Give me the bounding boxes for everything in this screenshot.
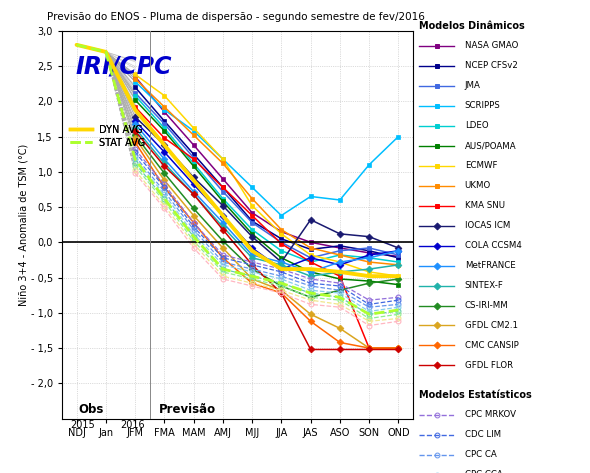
Text: JMA: JMA bbox=[465, 81, 481, 90]
Text: LDEO: LDEO bbox=[465, 121, 489, 130]
Text: Modelos Dinâmicos: Modelos Dinâmicos bbox=[419, 21, 525, 31]
Text: Previsão: Previsão bbox=[159, 403, 217, 416]
Text: Previsão do ENOS - Pluma de dispersão - segundo semestre de fev/2016: Previsão do ENOS - Pluma de dispersão - … bbox=[47, 12, 425, 22]
Text: COLA CCSM4: COLA CCSM4 bbox=[465, 241, 522, 250]
Text: AUS/POAMA: AUS/POAMA bbox=[465, 141, 516, 150]
Text: NASA GMAO: NASA GMAO bbox=[465, 41, 518, 50]
Text: CPC CA: CPC CA bbox=[465, 450, 496, 459]
Text: 2015: 2015 bbox=[71, 420, 96, 430]
Text: IRI/CPC: IRI/CPC bbox=[76, 54, 172, 79]
Text: ECMWF: ECMWF bbox=[465, 161, 497, 170]
Text: CMC CANSIP: CMC CANSIP bbox=[465, 341, 519, 350]
Text: Modelos Estatísticos: Modelos Estatísticos bbox=[419, 390, 532, 400]
Text: IOCAS ICM: IOCAS ICM bbox=[465, 221, 510, 230]
Text: SINTEX-F: SINTEX-F bbox=[465, 281, 503, 290]
Text: CPC CCA: CPC CCA bbox=[465, 470, 503, 473]
Text: CPC MRKOV: CPC MRKOV bbox=[465, 411, 516, 420]
Text: CS-IRI-MM: CS-IRI-MM bbox=[465, 301, 509, 310]
Text: GFDL FLOR: GFDL FLOR bbox=[465, 361, 513, 370]
Text: MetFRANCE: MetFRANCE bbox=[465, 261, 516, 270]
Y-axis label: Niño 3+4 - Anomalia de TSM (°C): Niño 3+4 - Anomalia de TSM (°C) bbox=[18, 143, 28, 306]
Legend: DYN AVG, STAT AVG: DYN AVG, STAT AVG bbox=[70, 125, 146, 148]
Text: NCEP CFSv2: NCEP CFSv2 bbox=[465, 61, 517, 70]
Text: Obs: Obs bbox=[78, 403, 104, 416]
Text: SCRIPPS: SCRIPPS bbox=[465, 101, 500, 110]
Text: CDC LIM: CDC LIM bbox=[465, 430, 501, 439]
Text: GFDL CM2.1: GFDL CM2.1 bbox=[465, 321, 517, 330]
Text: 2016: 2016 bbox=[120, 420, 145, 430]
Text: KMA SNU: KMA SNU bbox=[465, 201, 505, 210]
Text: UKMO: UKMO bbox=[465, 181, 491, 190]
